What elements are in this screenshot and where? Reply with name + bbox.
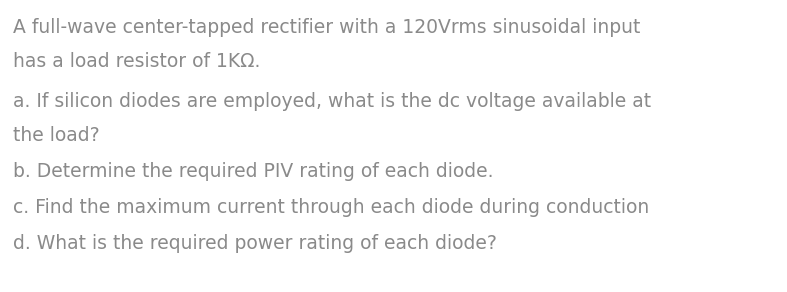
Text: a. If silicon diodes are employed, what is the dc voltage available at: a. If silicon diodes are employed, what … bbox=[13, 92, 652, 111]
Text: c. Find the maximum current through each diode during conduction: c. Find the maximum current through each… bbox=[13, 198, 649, 217]
Text: A full-wave center-tapped rectifier with a 120Vrms sinusoidal input: A full-wave center-tapped rectifier with… bbox=[13, 18, 641, 37]
Text: b. Determine the required PIV rating of each diode.: b. Determine the required PIV rating of … bbox=[13, 162, 494, 181]
Text: has a load resistor of 1KΩ.: has a load resistor of 1KΩ. bbox=[13, 52, 260, 71]
Text: the load?: the load? bbox=[13, 126, 100, 145]
Text: d. What is the required power rating of each diode?: d. What is the required power rating of … bbox=[13, 234, 497, 253]
